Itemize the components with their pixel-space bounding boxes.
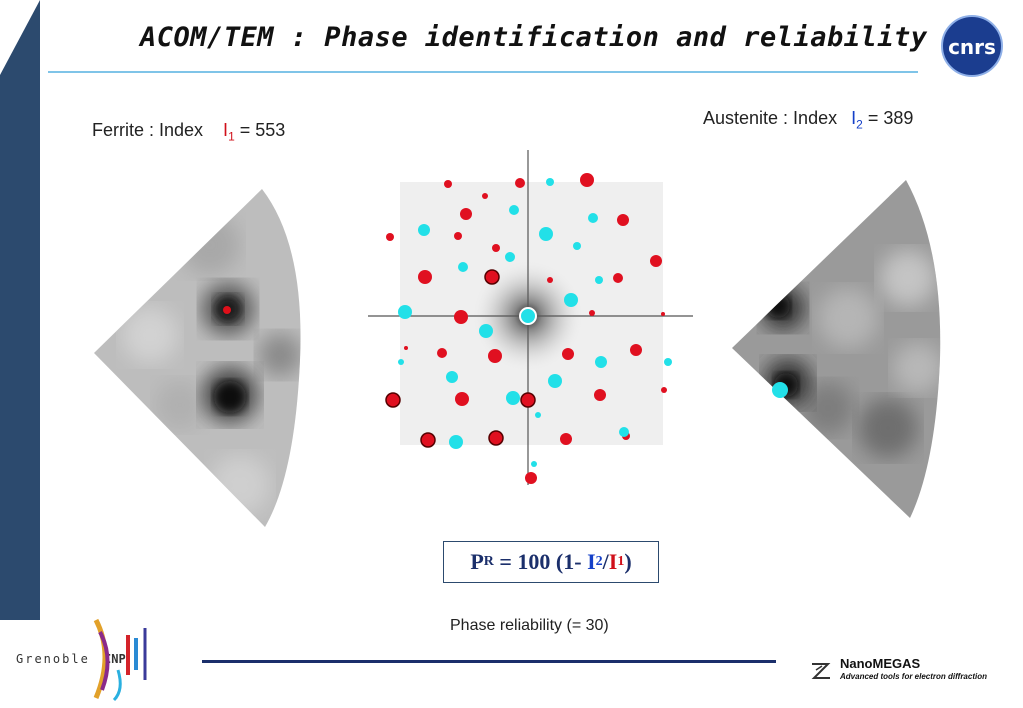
nanomegas-tagline: Advanced tools for electron diffraction bbox=[840, 672, 987, 681]
ferrite-index-sub: 1 bbox=[228, 129, 235, 144]
ferrite-text: Ferrite : Index bbox=[92, 120, 204, 140]
ferrite-label: Ferrite : Index I1 = 553 bbox=[92, 120, 285, 144]
formula-mid: = 100 (1- bbox=[493, 549, 588, 574]
ferrite-index-symbol: I bbox=[223, 120, 229, 140]
nanomegas-logo: NanoMEGAS Advanced tools for electron di… bbox=[810, 654, 1000, 690]
austenite-index-value: = 389 bbox=[867, 108, 914, 128]
formula-lhs-sub: R bbox=[483, 554, 494, 569]
title-underline bbox=[48, 71, 918, 73]
austenite-orientation-marker bbox=[772, 382, 788, 398]
grenoble-inp-logo-icon: Grenoble INP bbox=[16, 618, 147, 702]
diffraction-pattern bbox=[368, 150, 693, 485]
austenite-index-symbol: I bbox=[851, 108, 857, 128]
band-notch bbox=[0, 0, 40, 75]
grenoble-text: Grenoble bbox=[16, 652, 90, 666]
formula-i1: I bbox=[608, 549, 618, 574]
cnrs-logo-text: cnrs bbox=[948, 35, 996, 59]
formula-i2-sub: 2 bbox=[595, 554, 603, 569]
footer-rule bbox=[202, 660, 776, 663]
formula-i2: I bbox=[587, 549, 596, 574]
left-accent-band bbox=[0, 0, 40, 620]
formula-slash: / bbox=[602, 549, 609, 574]
austenite-label: Austenite : Index I2 = 389 bbox=[703, 108, 913, 132]
nanomegas-name: NanoMEGAS bbox=[840, 656, 921, 671]
ferrite-pole-figure bbox=[94, 189, 301, 527]
nanomegas-icon bbox=[811, 663, 831, 679]
ferrite-index-value: = 553 bbox=[239, 120, 286, 140]
phase-reliability-label: Phase reliability (= 30) bbox=[450, 617, 609, 634]
formula-i1-sub: 1 bbox=[617, 554, 625, 569]
formula-lhs: P bbox=[470, 549, 484, 574]
ferrite-orientation-marker bbox=[223, 306, 231, 314]
cnrs-logo-icon: cnrs bbox=[941, 15, 1003, 77]
slide-title: ACOM/TEM : Phase identification and reli… bbox=[140, 22, 928, 53]
austenite-pole-figure bbox=[732, 180, 941, 518]
formula-end: ) bbox=[624, 549, 632, 574]
austenite-spots bbox=[398, 178, 672, 467]
austenite-text: Austenite : Index bbox=[703, 108, 838, 128]
austenite-index-sub: 2 bbox=[856, 117, 863, 132]
